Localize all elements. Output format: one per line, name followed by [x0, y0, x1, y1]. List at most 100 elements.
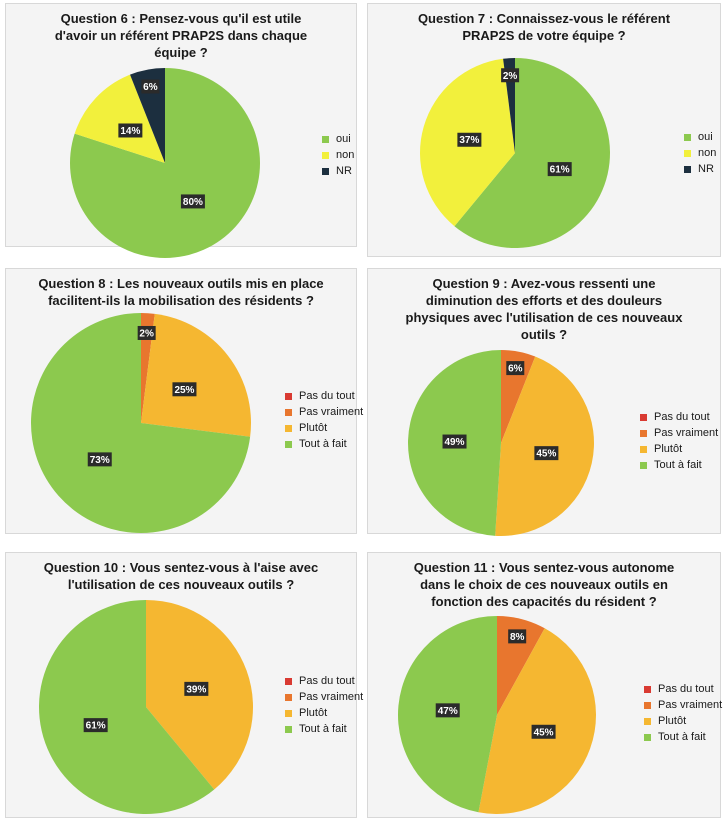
pie-chart: 8% 45% 47% — [397, 616, 597, 814]
data-label-tout-a-fait: 47% — [435, 703, 460, 718]
chart-title: Question 6 : Pensez-vous qu'il est utile… — [54, 11, 308, 60]
data-label-plutot: 45% — [531, 724, 556, 739]
legend-swatch — [285, 709, 292, 717]
legend-item-pas-vraiment: Pas vraiment — [644, 697, 722, 713]
legend-label: Plutôt — [299, 422, 328, 434]
chart-panel-q10: Question 10 : Vous sentez-vous à l'aise … — [5, 552, 363, 818]
chart-legend: Pas du tout Pas vraiment Plutôt Tout à fait — [285, 388, 363, 452]
data-label-box — [547, 162, 572, 177]
legend-label: Plutôt — [299, 707, 328, 719]
legend-item-non: non — [322, 147, 354, 163]
legend-item-pas-du-tout: Pas du tout — [644, 681, 722, 697]
legend-swatch — [285, 693, 292, 701]
data-label-pas-vraiment: 8% — [508, 629, 527, 644]
legend-label: Pas du tout — [654, 411, 710, 423]
legend-swatch — [640, 429, 647, 437]
chart-legend: oui non NR — [322, 131, 354, 179]
legend-swatch — [644, 685, 651, 693]
data-label-text: 6% — [508, 364, 523, 375]
pie-chart: 6% 45% 49% — [408, 350, 594, 536]
pie-chart: 61% 37% 2% — [420, 58, 610, 248]
data-label-text: 45% — [536, 449, 556, 460]
data-label-box — [457, 132, 482, 147]
legend-label: non — [698, 147, 717, 159]
data-label-text: 47% — [438, 706, 458, 717]
legend-label: Pas vraiment — [658, 699, 723, 711]
data-label-box — [442, 434, 467, 449]
pie-slice-tout-a-fait — [31, 313, 251, 533]
data-label-box — [118, 123, 143, 138]
legend-item-plutot: Plutôt — [640, 441, 718, 457]
data-label-text: 8% — [510, 632, 525, 643]
data-label-text: 61% — [550, 165, 570, 176]
legend-item-plutot: Plutôt — [285, 705, 363, 721]
data-label-box — [501, 68, 520, 83]
chart-panel-q7: Question 7 : Connaissez-vous le référent… — [367, 3, 721, 257]
pie-chart: 80% 14% 6% — [70, 68, 260, 258]
legend-label: Pas du tout — [658, 683, 714, 695]
legend-label: Pas du tout — [299, 675, 355, 687]
legend-swatch — [285, 677, 292, 685]
legend-swatch — [640, 413, 647, 421]
data-label-box — [172, 382, 197, 397]
legend-item-plutot: Plutôt — [285, 420, 363, 436]
data-label-text: 14% — [120, 126, 140, 137]
legend-swatch — [285, 440, 292, 448]
legend-swatch — [640, 461, 647, 469]
legend-item-pas-du-tout: Pas du tout — [640, 409, 718, 425]
legend-label: Pas vraiment — [654, 427, 719, 439]
data-label-tout-a-fait: 61% — [83, 718, 108, 733]
pie-slice-tout-a-fait — [38, 600, 215, 814]
legend-label: NR — [698, 163, 714, 175]
data-label-plutot: 39% — [184, 681, 209, 696]
legend-label: non — [336, 149, 355, 161]
data-label-tout-a-fait: 49% — [442, 434, 467, 449]
legend-item-tout-a-fait: Tout à fait — [640, 457, 718, 473]
legend-label: Plutôt — [658, 715, 687, 727]
legend-item-nr: NR — [684, 161, 716, 177]
data-label-plutot: 25% — [172, 382, 197, 397]
chart-legend: Pas du tout Pas vraiment Plutôt Tout à fait — [644, 681, 722, 745]
data-label-text: 61% — [86, 721, 106, 732]
legend-item-oui: oui — [322, 131, 354, 147]
legend-swatch — [684, 165, 691, 173]
chart-legend: Pas du tout Pas vraiment Plutôt Tout à fait — [285, 673, 363, 737]
data-label-oui: 80% — [180, 194, 205, 209]
data-label-pas-vraiment: 6% — [506, 361, 525, 376]
data-label-box — [506, 361, 525, 376]
data-label-nr: 6% — [141, 79, 160, 94]
legend-label: Tout à fait — [658, 731, 706, 743]
legend-item-nr: NR — [322, 163, 354, 179]
legend-label: Pas vraiment — [299, 691, 364, 703]
data-label-box — [180, 194, 205, 209]
data-label-plutot: 45% — [534, 446, 559, 461]
pie-slice-pas-vraiment — [141, 313, 155, 423]
data-label-box — [508, 629, 527, 644]
legend-label: Pas vraiment — [299, 406, 364, 418]
chart-legend: oui non NR — [684, 129, 716, 177]
chart-legend: Pas du tout Pas vraiment Plutôt Tout à fait — [640, 409, 718, 473]
pie-slice-oui — [454, 58, 610, 248]
legend-item-plutot: Plutôt — [644, 713, 722, 729]
chart-panel-q8: Question 8 : Les nouveaux outils mis en … — [5, 268, 363, 534]
data-label-box — [87, 452, 112, 467]
legend-item-pas-vraiment: Pas vraiment — [640, 425, 718, 441]
legend-swatch — [640, 445, 647, 453]
data-label-text: 80% — [183, 197, 203, 208]
legend-label: oui — [698, 131, 713, 143]
data-label-text: 73% — [90, 455, 110, 466]
chart-panel-q6: Question 6 : Pensez-vous qu'il est utile… — [5, 3, 357, 258]
legend-item-tout-a-fait: Tout à fait — [285, 721, 363, 737]
data-label-text: 49% — [445, 437, 465, 448]
pie-chart: 2% 25% 73% — [31, 313, 251, 533]
legend-swatch — [285, 392, 292, 400]
legend-item-tout-a-fait: Tout à fait — [644, 729, 722, 745]
chart-title: Question 9 : Avez-vous ressenti une dimi… — [405, 276, 683, 342]
legend-label: Tout à fait — [654, 459, 702, 471]
data-label-text: 6% — [143, 82, 158, 93]
chart-title: Question 8 : Les nouveaux outils mis en … — [38, 276, 324, 308]
data-label-text: 25% — [174, 385, 194, 396]
data-label-nr: 2% — [501, 68, 520, 83]
legend-item-tout-a-fait: Tout à fait — [285, 436, 363, 452]
legend-item-non: non — [684, 145, 716, 161]
